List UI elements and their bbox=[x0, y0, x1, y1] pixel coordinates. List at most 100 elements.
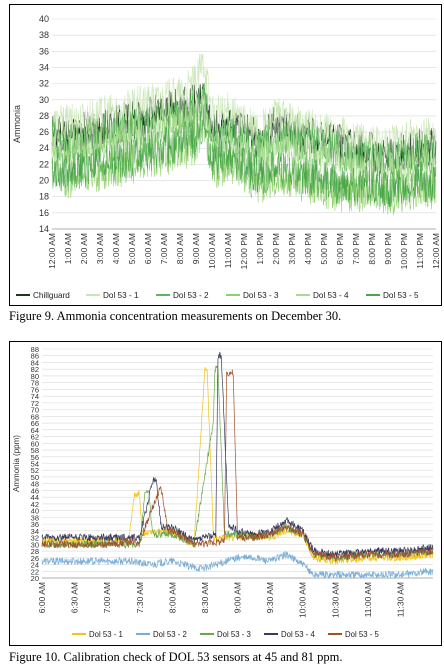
x-tick-label: 5:00 AM bbox=[127, 233, 137, 264]
x-tick-label: 6:00 AM bbox=[143, 233, 153, 264]
y-tick-label: 26 bbox=[39, 127, 49, 137]
x-tick-label: 9:00 AM bbox=[191, 233, 201, 264]
y-tick-label: 26 bbox=[31, 554, 39, 563]
y-tick-label: 22 bbox=[39, 159, 49, 169]
x-tick-label: 10:30 AM bbox=[330, 582, 340, 618]
y-axis-label: Ammonia bbox=[12, 105, 22, 143]
y-tick-label: 64 bbox=[31, 426, 39, 435]
legend-entry: Chillguard bbox=[33, 291, 70, 300]
y-tick-label: 18 bbox=[39, 192, 49, 202]
y-tick-label: 14 bbox=[39, 224, 49, 234]
y-tick-label: 36 bbox=[39, 46, 49, 56]
x-tick-label: 2:00 AM bbox=[79, 233, 89, 264]
y-tick-label: 40 bbox=[31, 507, 39, 516]
y-tick-label: 52 bbox=[31, 466, 39, 475]
figure-9-chart: 14 16 18 20 22 24 26 28 30 32 34 36 38 40 12:00 AM 1:00… bbox=[9, 4, 442, 306]
x-tick-label: 3:00 AM bbox=[95, 233, 105, 264]
y-tick-label: 54 bbox=[31, 460, 39, 469]
x-tick-label: 7:00 AM bbox=[102, 582, 112, 613]
y-tick-label: 22 bbox=[31, 567, 39, 576]
y-tick-label: 44 bbox=[31, 493, 39, 502]
legend-entry: Dol 53 - 4 bbox=[281, 630, 315, 639]
legend-entry: Dol 53 - 3 bbox=[217, 630, 251, 639]
y-tick-label: 34 bbox=[31, 527, 39, 536]
series-line-6 bbox=[51, 104, 437, 208]
legend-entry: Dol 53 - 1 bbox=[103, 291, 139, 300]
series-line-2 bbox=[41, 551, 434, 580]
x-tick-label: 9:00 PM bbox=[383, 233, 393, 265]
y-tick-label: 78 bbox=[31, 379, 39, 388]
legend-entry: Dol 53 - 2 bbox=[153, 630, 187, 639]
x-tick-label: 4:00 PM bbox=[303, 233, 313, 265]
y-tick-label: 38 bbox=[39, 30, 49, 40]
y-tick-label: 34 bbox=[39, 62, 49, 72]
y-tick-label: 24 bbox=[31, 561, 39, 570]
y-tick-label: 28 bbox=[39, 111, 49, 121]
x-tick-label: 8:00 AM bbox=[167, 582, 177, 613]
series-line-5 bbox=[41, 369, 434, 562]
x-tick-label: 11:30 AM bbox=[395, 582, 405, 617]
x-tick-label: 1:00 AM bbox=[63, 233, 73, 264]
y-tick-label: 20 bbox=[39, 176, 49, 186]
y-tick-label: 70 bbox=[31, 406, 39, 415]
y-tick-label: 66 bbox=[31, 419, 39, 428]
y-tick-label: 56 bbox=[31, 453, 39, 462]
x-tick-label: 8:00 AM bbox=[175, 233, 185, 264]
x-tick-label: 6:00 PM bbox=[335, 233, 345, 265]
x-tick-label: 2:00 PM bbox=[271, 233, 281, 265]
y-tick-label: 88 bbox=[31, 345, 39, 354]
x-tick-label: 3:00 PM bbox=[287, 233, 297, 265]
figure-10-caption: Figure 10. Calibration check of DOL 53 s… bbox=[9, 650, 343, 664]
x-tick-label: 12:00 AM bbox=[47, 233, 57, 269]
y-tick-label: 42 bbox=[31, 500, 39, 509]
legend-entry: Dol 53 - 5 bbox=[383, 291, 419, 300]
y-tick-label: 58 bbox=[31, 446, 39, 455]
calibration-check-line-chart: 2022242628303234363840424446485052545658… bbox=[12, 345, 434, 639]
x-tick-label: 10:00 PM bbox=[399, 233, 409, 269]
y-tick-label: 16 bbox=[39, 208, 49, 218]
x-tick-label: 9:00 AM bbox=[233, 582, 243, 613]
y-tick-label: 74 bbox=[31, 392, 39, 401]
y-tick-label: 30 bbox=[39, 95, 49, 105]
y-tick-label: 86 bbox=[31, 352, 39, 361]
x-tick-label: 8:00 PM bbox=[367, 233, 377, 265]
x-tick-label: 7:30 AM bbox=[135, 582, 145, 613]
x-tick-label: 1:00 PM bbox=[255, 233, 265, 265]
y-tick-label: 24 bbox=[39, 143, 49, 153]
x-tick-label: 7:00 AM bbox=[159, 233, 169, 264]
y-tick-label: 72 bbox=[31, 399, 39, 408]
legend-entry: Dol 53 - 2 bbox=[173, 291, 209, 300]
x-tick-label: 10:00 AM bbox=[207, 233, 217, 269]
x-tick-label: 7:00 PM bbox=[351, 233, 361, 265]
y-tick-label: 38 bbox=[31, 513, 39, 522]
x-tick-label: 11:00 AM bbox=[363, 582, 373, 617]
y-tick-label: 46 bbox=[31, 486, 39, 495]
legend-entry: Dol 53 - 5 bbox=[345, 630, 379, 639]
y-tick-label: 20 bbox=[31, 574, 39, 583]
x-tick-label: 6:30 AM bbox=[70, 582, 80, 613]
figure-9-caption: Figure 9. Ammonia concentration measurem… bbox=[9, 309, 342, 323]
y-tick-label: 82 bbox=[31, 365, 39, 374]
x-tick-label: 12:00 PM bbox=[239, 233, 249, 269]
legend-entry: Dol 53 - 3 bbox=[243, 291, 279, 300]
y-tick-label: 30 bbox=[31, 540, 39, 549]
y-tick-label: 80 bbox=[31, 372, 39, 381]
y-tick-label: 84 bbox=[31, 358, 39, 367]
y-tick-label: 60 bbox=[31, 439, 39, 448]
ammonia-dec30-line-chart: 14 16 18 20 22 24 26 28 30 32 34 36 38 40 12:00 AM 1:00… bbox=[12, 14, 441, 300]
x-tick-label: 8:30 AM bbox=[200, 582, 210, 613]
y-tick-label: 28 bbox=[31, 547, 39, 556]
legend-entry: Dol 53 - 1 bbox=[89, 630, 123, 639]
legend-entry: Dol 53 - 4 bbox=[313, 291, 349, 300]
y-axis-label: Ammonia (ppm) bbox=[12, 435, 21, 492]
x-tick-label: 9:30 AM bbox=[265, 582, 275, 613]
y-tick-label: 32 bbox=[31, 534, 39, 543]
figure-10-chart: 20 22 24 26 28 30 32 34 36 38 40 42 44 46 48 50 52 54 56 58… bbox=[9, 341, 442, 646]
x-tick-label: 4:00 AM bbox=[111, 233, 121, 264]
x-tick-label: 11:00 AM bbox=[223, 233, 233, 268]
x-tick-label: 6:00 AM bbox=[37, 582, 47, 613]
y-tick-label: 36 bbox=[31, 520, 39, 529]
y-tick-label: 76 bbox=[31, 385, 39, 394]
y-tick-label: 62 bbox=[31, 433, 39, 442]
x-tick-label: 10:00 AM bbox=[298, 582, 308, 618]
